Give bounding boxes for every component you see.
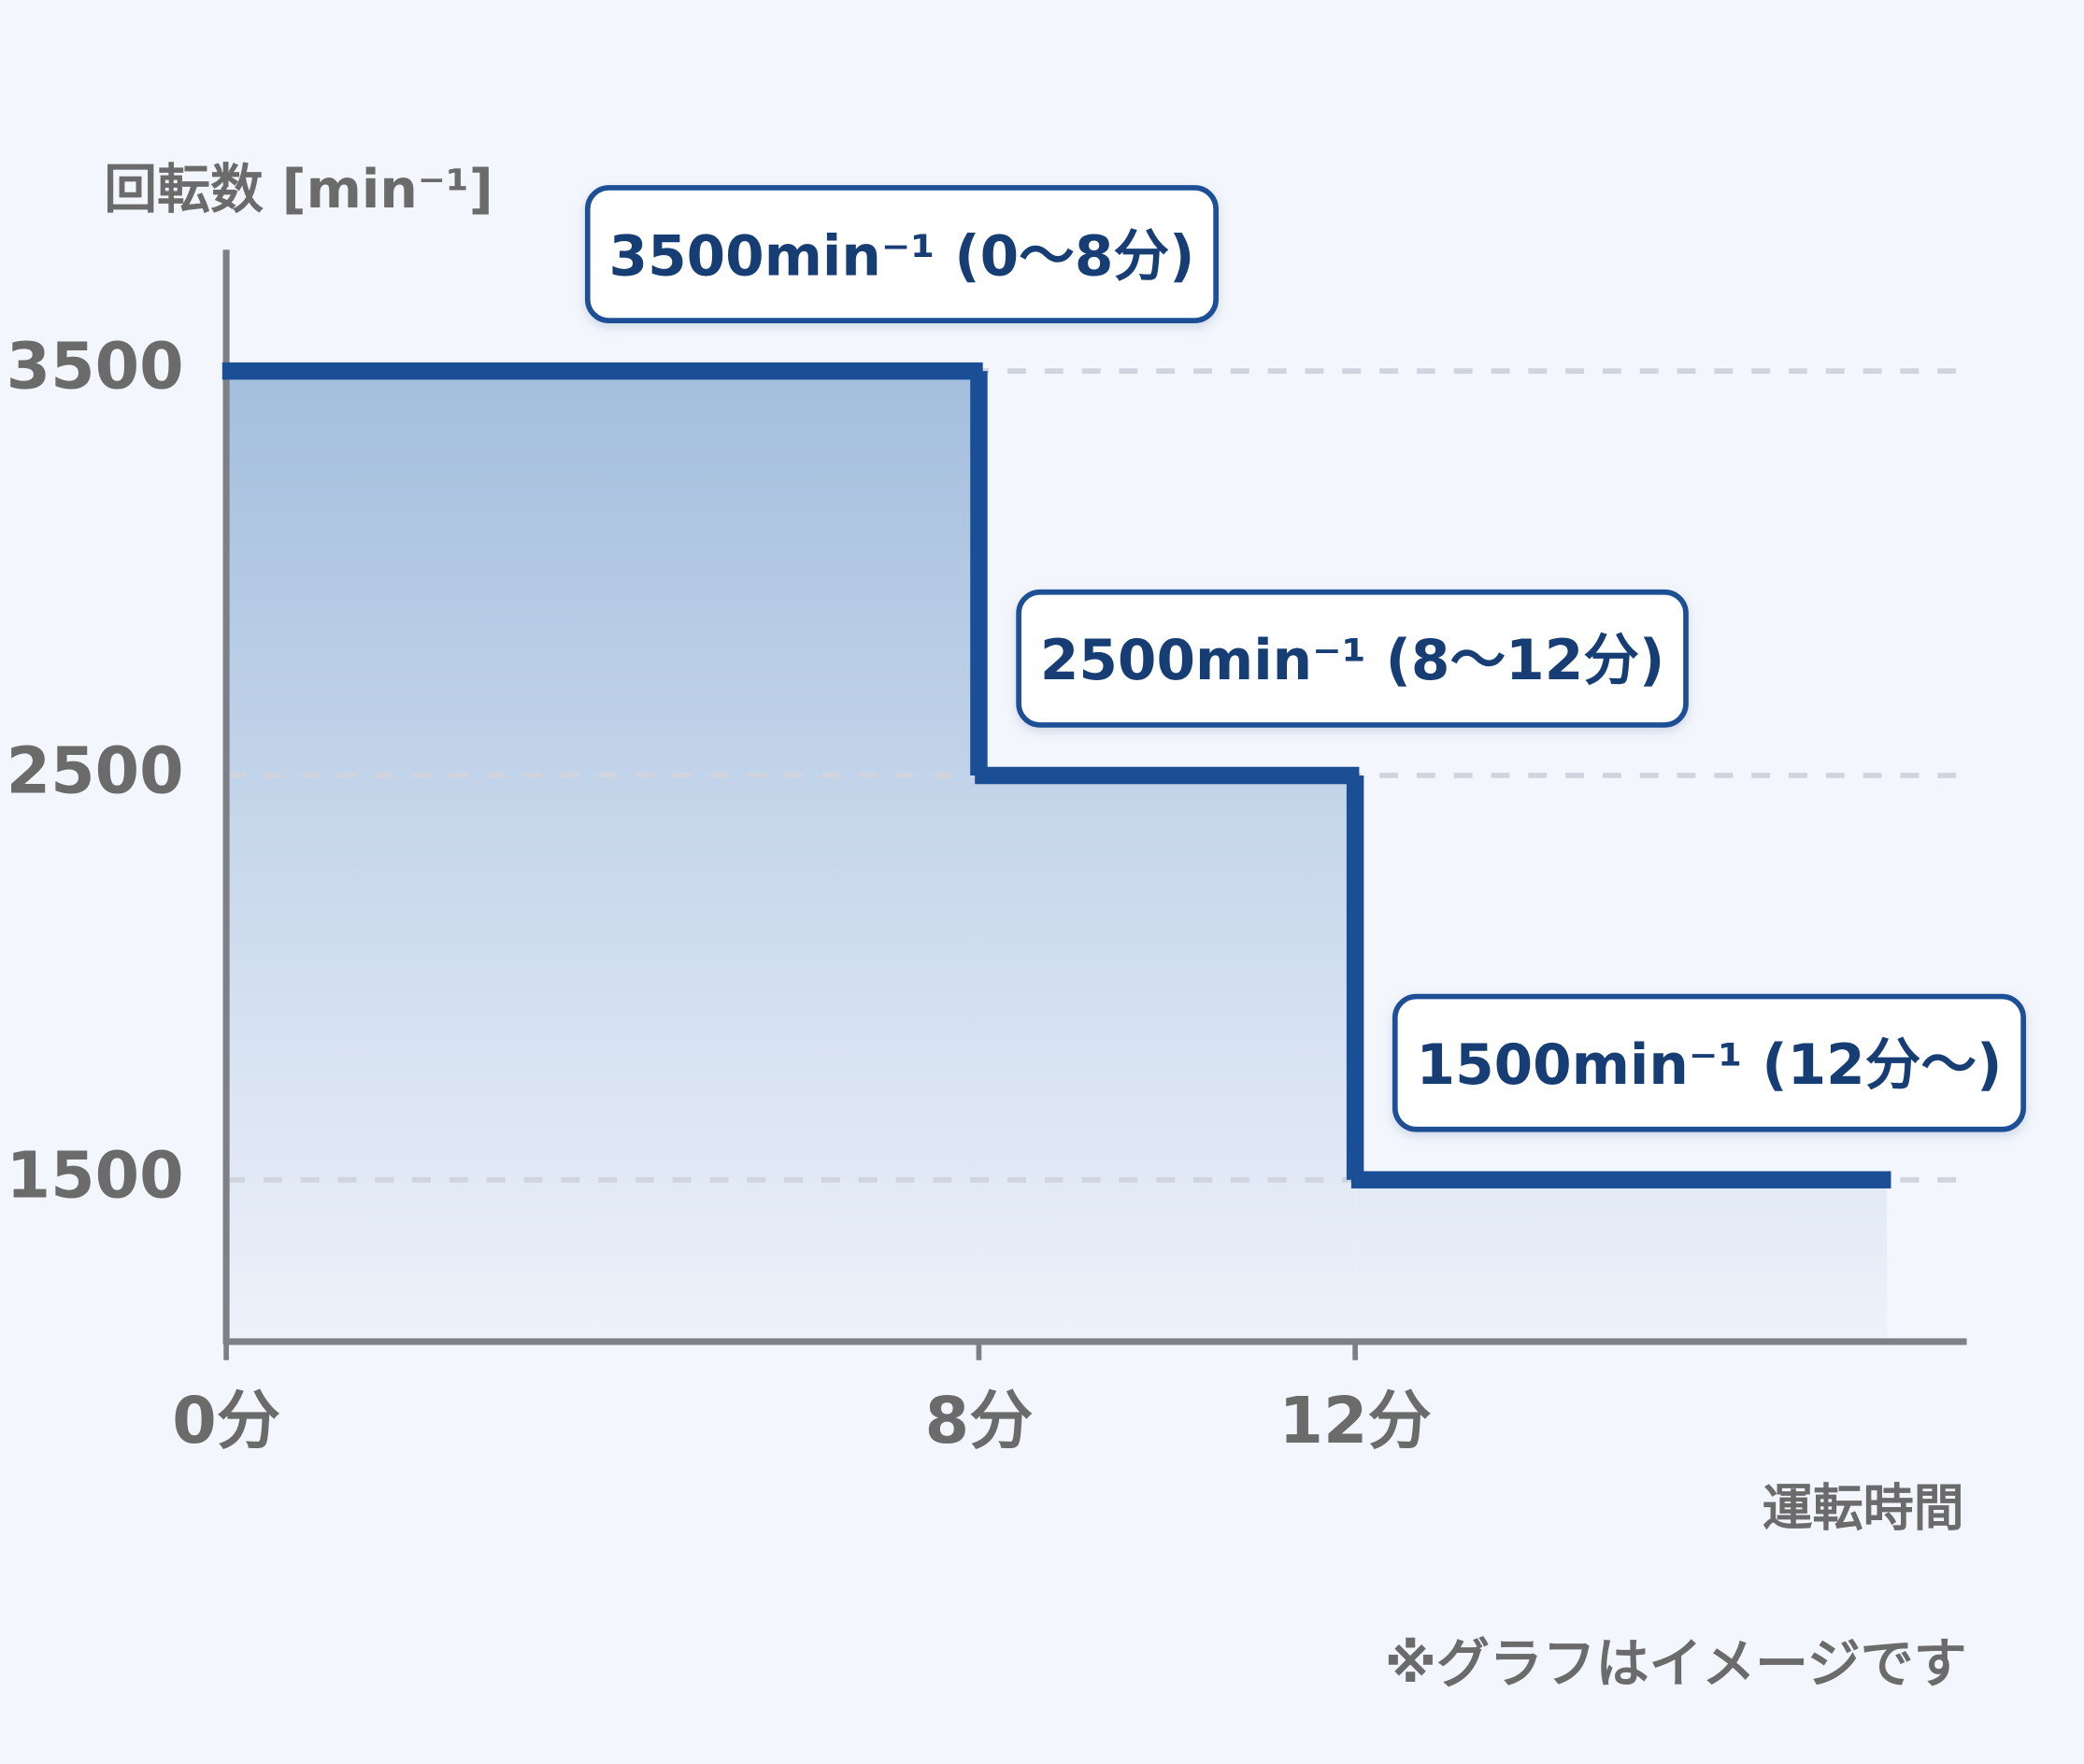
annotation-text: 1500min⁻¹ (12分〜) <box>1417 1033 2003 1098</box>
annotation: 3500min⁻¹ (0〜8分) <box>584 185 1219 323</box>
x-tick-label: 8分 <box>925 1385 1034 1458</box>
y-tick-label: 1500 <box>7 1139 184 1213</box>
area <box>978 775 1356 1342</box>
note: ※グラフはイメージです <box>1385 1633 1967 1695</box>
x-tick-label: 0分 <box>172 1385 280 1458</box>
annotation: 2500min⁻¹ (8〜12分) <box>1016 589 1689 728</box>
area <box>226 371 979 1342</box>
annotation-box <box>1392 993 2026 1132</box>
y-axis-label: 回転数 [min⁻¹] <box>104 159 492 220</box>
annotation-text: 3500min⁻¹ (0〜8分) <box>609 224 1195 289</box>
area <box>1355 1179 1888 1342</box>
annotation-text: 2500min⁻¹ (8〜12分) <box>1040 629 1664 693</box>
annotation-box <box>584 185 1219 323</box>
x-axis-label: 運転時間 <box>1763 1479 1964 1538</box>
annotation-box <box>1016 589 1689 728</box>
annotation: 1500min⁻¹ (12分〜) <box>1392 993 2026 1132</box>
y-tick-label: 2500 <box>7 734 184 808</box>
y-tick-label: 3500 <box>7 331 184 405</box>
x-tick-label: 12分 <box>1279 1385 1432 1458</box>
